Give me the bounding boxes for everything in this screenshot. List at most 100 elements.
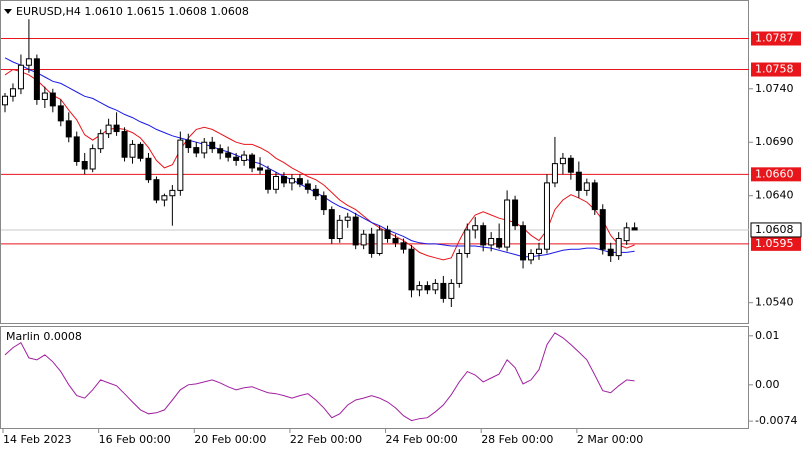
- y-tick-label: 1.0540: [755, 296, 794, 309]
- indicator-panel: [0, 326, 749, 429]
- last-price-box: [750, 222, 802, 238]
- level-label: 1.0758: [755, 63, 794, 76]
- menu-arrow[interactable]: [4, 9, 12, 14]
- candle-body: [623, 227, 630, 242]
- candle-body: [464, 229, 471, 254]
- candle-body: [591, 182, 598, 211]
- candle-body: [57, 105, 64, 122]
- candle-body: [73, 136, 80, 163]
- candle-body: [121, 131, 128, 158]
- candle-body: [344, 216, 351, 221]
- candle-body: [567, 157, 574, 173]
- candle-body: [599, 209, 606, 250]
- last-price-label: 1.0608: [755, 223, 794, 236]
- candle-body: [352, 216, 359, 246]
- candle-body: [97, 133, 104, 150]
- candle-body: [448, 282, 455, 299]
- candle-body: [217, 148, 224, 154]
- y-tick-label: 1.0640: [755, 189, 794, 202]
- level-label: 1.0660: [755, 167, 794, 180]
- candle-body: [209, 141, 216, 150]
- candle-body: [472, 225, 479, 231]
- candle-body: [607, 248, 614, 257]
- candle-body: [631, 227, 638, 231]
- candle-body: [201, 141, 208, 154]
- candle-body: [233, 156, 240, 161]
- level-label-box: [751, 236, 801, 251]
- candle-body: [496, 238, 503, 248]
- chart-title: EURUSD,H4 1.0610 1.0615 1.0608 1.0608: [16, 5, 249, 18]
- candle-body: [304, 183, 311, 190]
- candle-body: [49, 92, 56, 107]
- candle-body: [615, 238, 622, 257]
- level-label: 1.0595: [755, 237, 794, 250]
- x-tick-label: 2 Mar 00:00: [577, 433, 643, 446]
- candle-body: [145, 157, 152, 181]
- candle-body: [257, 167, 264, 171]
- candle-body: [360, 233, 367, 246]
- level-label-box: [751, 167, 801, 182]
- x-tick-label: 20 Feb 00:00: [194, 433, 266, 446]
- candle-body: [320, 195, 327, 211]
- candle-body: [9, 88, 16, 97]
- candle-body: [432, 282, 439, 291]
- candle-body: [265, 169, 272, 190]
- candle-body: [17, 64, 24, 90]
- candle-body: [81, 161, 88, 170]
- x-tick-label: 14 Feb 2023: [3, 433, 71, 446]
- candle-body: [89, 148, 96, 170]
- candle-body: [137, 143, 144, 159]
- candle-body: [488, 238, 495, 246]
- x-tick-label: 16 Feb 00:00: [99, 433, 171, 446]
- candle-body: [312, 188, 319, 197]
- candle-body: [551, 163, 558, 184]
- candle-body: [520, 225, 527, 261]
- candle-body: [25, 58, 32, 66]
- x-tick-label: 22 Feb 00:00: [290, 433, 362, 446]
- candle-body: [575, 171, 582, 191]
- candle-body: [185, 139, 192, 149]
- candle-body: [153, 179, 160, 201]
- candle-body: [528, 252, 535, 261]
- y-tick-label: 0.01: [755, 329, 780, 342]
- candle-body: [559, 157, 566, 165]
- candle-body: [480, 225, 487, 246]
- candle-body: [583, 182, 590, 191]
- indicator-line: [4, 332, 635, 422]
- candle-body: [225, 152, 232, 158]
- indicator-title: Marlin 0.0008: [6, 330, 82, 343]
- candle-body: [400, 242, 407, 250]
- candle-body: [424, 285, 431, 291]
- candle-body: [296, 178, 303, 185]
- candle-body: [65, 120, 72, 138]
- y-tick-label: -0.0074: [755, 414, 797, 427]
- candle-body: [41, 92, 48, 100]
- candle-body: [535, 248, 542, 254]
- level-label: 1.0787: [755, 32, 794, 45]
- level-label-box: [751, 62, 801, 77]
- candle-body: [249, 154, 256, 169]
- candle-body: [456, 252, 463, 284]
- candle-body: [504, 199, 511, 248]
- candle-body: [177, 139, 184, 191]
- candle-body: [376, 229, 383, 254]
- y-tick-label: 1.0690: [755, 135, 794, 148]
- candle-body: [161, 195, 168, 201]
- candle-body: [105, 124, 112, 135]
- candle-body: [384, 229, 391, 240]
- y-tick-label: 1.0740: [755, 82, 794, 95]
- candle-body: [241, 154, 248, 161]
- candle-body: [392, 238, 399, 244]
- candle-body: [193, 147, 200, 154]
- candle-body: [33, 58, 40, 100]
- candle-body: [368, 233, 375, 254]
- candle-body: [512, 199, 519, 227]
- candle-body: [336, 219, 343, 240]
- candle-body: [416, 285, 423, 291]
- y-tick-label: 0.00: [755, 378, 780, 391]
- candle-body: [328, 209, 335, 240]
- candle-body: [169, 189, 176, 197]
- level-label-box: [751, 31, 801, 46]
- x-tick-label: 24 Feb 00:00: [386, 433, 458, 446]
